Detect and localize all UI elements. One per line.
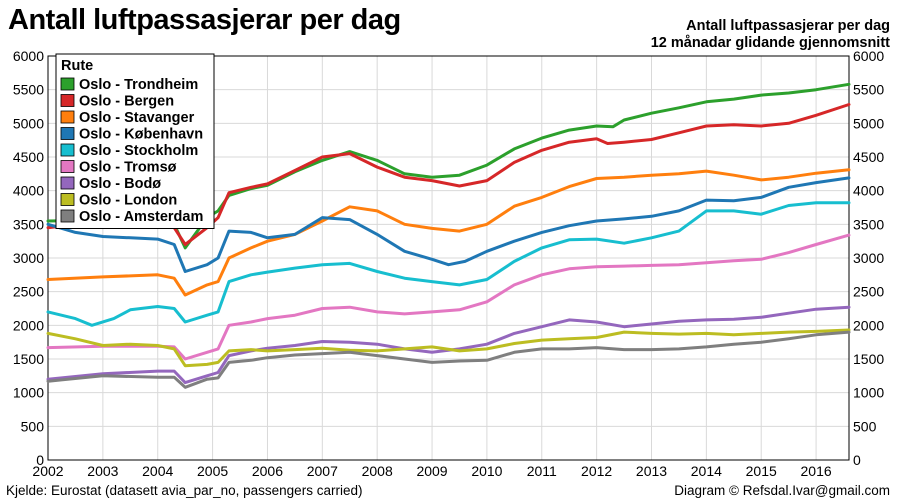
y-tick-label-right: 3500 [853,216,884,232]
x-tick-label: 2014 [691,463,722,479]
legend-swatch [60,77,75,91]
y-tick-label-left: 3000 [13,250,44,266]
legend-label: Oslo - Bodø [79,176,161,192]
chart-title: Antall luftpassasjerar per dag [8,4,401,36]
series-line-oslo-stockholm [46,201,851,327]
source-note: Kjelde: Eurostat (datasett avia_par_no, … [6,483,363,498]
y-tick-label-right: 5000 [853,115,884,131]
legend-swatch [60,127,75,140]
x-axis: 2002 2003 2004 2005 2006 2007 2008 2009 2010 2011… [32,463,831,479]
y-tick-label-left: 3500 [13,216,44,232]
plot-frame [47,55,850,461]
legend-label: Oslo - Bergen [79,94,174,110]
chart-subtitle: Antall luftpassasjerar per dag 12 månada… [651,18,890,52]
y-tick-label-left: 5500 [13,82,44,98]
legend-swatch [60,110,75,124]
y-tick-label-left: 6000 [13,48,44,64]
credit-note: Diagram © Refsdal.Ivar@gmail.com [674,483,890,498]
x-tick-label: 2007 [307,463,338,479]
y-tick-label-left: 2500 [13,284,44,300]
y-tick-label-left: 0 [36,452,44,468]
x-tick-label: 2006 [252,463,283,479]
legend-label: Oslo - Amsterdam [79,209,203,225]
legend-label: Oslo - København [79,127,203,143]
y-tick-label-right: 1000 [853,385,884,401]
y-tick-label-right: 4500 [853,149,884,165]
x-tick-label: 2016 [801,463,832,479]
y-tick-label-right: 5500 [853,82,884,98]
y-tick-label-right: 3000 [853,250,884,266]
legend-label: Oslo - Tromsø [79,160,177,176]
y-tick-label-left: 5000 [13,115,44,131]
legend-box [55,53,215,229]
y-tick-label-left: 2000 [13,317,44,333]
series-line-oslo-amsterdam [46,330,851,389]
y-tick-label-left: 1500 [13,351,44,367]
x-tick-label: 2008 [362,463,393,479]
x-tick-label: 2011 [527,463,557,479]
x-tick-label: 2010 [471,463,502,479]
y-tick-label-right: 0 [853,452,861,468]
legend-label: Oslo - Stavanger [79,110,195,126]
x-tick-label: 2015 [746,463,777,479]
legend-swatch [60,209,75,223]
y-tick-label-right: 1500 [853,351,884,367]
series-line-oslo-london [46,328,851,368]
x-tick-label: 2002 [32,463,63,479]
y-tick-label-left: 4000 [13,183,44,199]
legend-label: Oslo - Trondheim [79,77,198,93]
y-tick-label-right: 2000 [853,317,884,333]
x-tick-label: 2012 [581,463,612,479]
y-tick-label-right: 6000 [853,48,884,64]
y-axis-left: 0 500 1000 1500 2000 2500 3000 3500 4000 4500 5000… [13,48,44,468]
x-tick-label: 2009 [416,463,447,479]
legend-swatch [60,94,75,107]
series-line-oslo-stavanger [46,168,851,297]
series-line-oslo-bod- [46,305,851,385]
x-tick-label: 2004 [142,463,173,479]
subtitle-line-2: 12 månadar glidande gjennomsnitt [650,35,890,51]
legend-label: Oslo - London [79,193,177,209]
y-tick-label-left: 500 [21,418,45,434]
subtitle-line-1: Antall luftpassasjerar per dag [686,18,890,34]
x-tick-label: 2013 [636,463,667,479]
series-line-oslo-troms- [46,233,851,361]
y-tick-label-right: 4000 [853,183,884,199]
legend-label: Oslo - Stockholm [79,143,198,159]
legend-swatch [60,193,75,206]
series-line-oslo-k-benhavn [46,176,851,273]
legend-swatch [60,176,75,190]
x-tick-label: 2005 [197,463,228,479]
y-tick-label-left: 1000 [13,385,44,401]
y-tick-label-left: 4500 [13,149,44,165]
y-tick-label-right: 2500 [853,284,884,300]
x-tick-label: 2003 [87,463,118,479]
y-tick-label-right: 500 [853,418,877,434]
legend-title: Rute [61,58,93,74]
y-axis-right: 0 500 1000 1500 2000 2500 3000 3500 4000 4500 5000… [853,48,884,468]
legend-swatch [60,160,75,173]
legend-swatch [60,143,75,157]
